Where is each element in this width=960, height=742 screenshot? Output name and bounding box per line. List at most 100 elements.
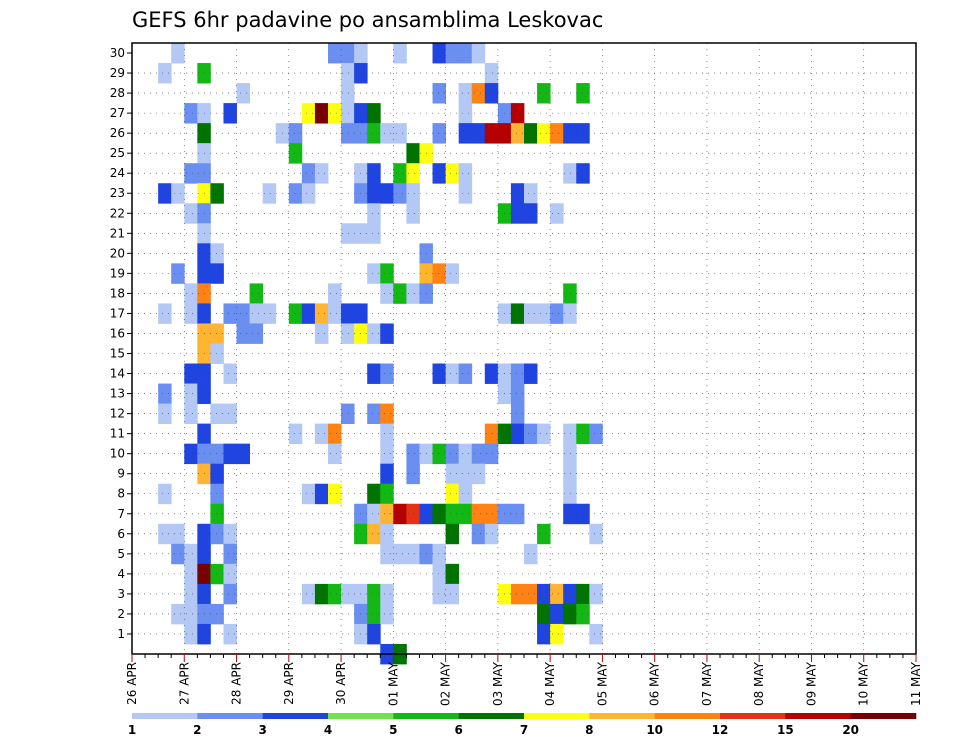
heatmap-cell: [563, 583, 577, 605]
heatmap-cell: [524, 303, 538, 324]
heatmap-cell: [524, 543, 538, 565]
heatmap-cell: [367, 523, 381, 545]
heatmap-cell: [184, 103, 198, 124]
heatmap-cell: [458, 463, 473, 485]
heatmap-cell: [432, 363, 446, 384]
heatmap-cell: [210, 263, 224, 284]
heatmap-cell: [458, 483, 473, 505]
heatmap-cell: [537, 423, 551, 445]
heatmap-cell: [445, 483, 460, 505]
x-tick-label: 29 APR: [282, 662, 296, 705]
heatmap-cell: [341, 303, 355, 324]
heatmap-cell: [471, 123, 486, 144]
heatmap-cell: [458, 363, 473, 384]
heatmap-cell: [341, 323, 355, 344]
legend-swatch: [785, 713, 851, 719]
heatmap-cell: [432, 563, 446, 585]
heatmap-cell: [249, 323, 264, 344]
heatmap-cell: [171, 183, 185, 204]
y-tick-label: 13: [110, 387, 125, 401]
heatmap-cell: [184, 363, 198, 384]
heatmap-cell: [589, 623, 603, 645]
heatmap-cell: [550, 123, 564, 144]
legend-label: 8: [585, 723, 593, 737]
heatmap-cell: [445, 463, 460, 485]
heatmap-cell: [510, 423, 525, 445]
heatmap-cell: [210, 523, 224, 545]
heatmap-cell: [445, 363, 460, 384]
heatmap-cell: [471, 523, 486, 545]
y-tick-label: 9: [117, 467, 125, 481]
heatmap-cell: [367, 583, 381, 605]
heatmap-cell: [380, 423, 394, 445]
heatmap-cell: [484, 123, 499, 144]
heatmap-cell: [210, 343, 224, 364]
heatmap-cell: [367, 403, 381, 425]
heatmap-cell: [223, 623, 237, 645]
heatmap-cell: [537, 603, 551, 625]
heatmap-cell: [458, 183, 473, 204]
heatmap-cell: [288, 303, 303, 324]
heatmap-cell: [223, 103, 237, 124]
heatmap-cell: [288, 183, 303, 204]
heatmap-cell: [380, 183, 394, 204]
legend-swatch: [262, 713, 329, 719]
heatmap-cell: [367, 363, 381, 384]
heatmap-cell: [563, 603, 577, 625]
heatmap-cell: [236, 443, 250, 465]
heatmap-cell: [158, 383, 172, 404]
heatmap-cell: [445, 163, 460, 184]
heatmap-cell: [367, 123, 381, 144]
y-tick-label: 10: [110, 447, 125, 461]
heatmap-cell: [341, 123, 355, 144]
heatmap-cell: [301, 103, 316, 124]
heatmap-cell: [367, 263, 381, 284]
legend-swatch: [132, 713, 198, 719]
heatmap-cell: [158, 183, 172, 204]
heatmap-cell: [406, 503, 420, 525]
heatmap-cell: [380, 363, 394, 384]
heatmap-cell: [393, 283, 407, 304]
heatmap-cell: [367, 103, 381, 124]
heatmap-cell: [563, 463, 577, 485]
y-tick-label: 17: [110, 306, 125, 320]
heatmap-cell: [184, 203, 198, 224]
heatmap-cell: [537, 523, 551, 545]
y-tick-label: 30: [110, 46, 125, 60]
x-tick-label: 11 MAY: [909, 661, 923, 706]
heatmap-cell: [314, 103, 329, 124]
heatmap-cell: [393, 543, 407, 565]
heatmap-cell: [328, 423, 342, 445]
heatmap-cell: [380, 503, 394, 525]
heatmap-cell: [158, 303, 172, 324]
y-tick-label: 6: [117, 527, 125, 541]
heatmap-cell: [184, 303, 198, 324]
y-tick-label: 26: [110, 126, 125, 140]
heatmap-cell: [367, 603, 381, 625]
heatmap-cell: [471, 463, 486, 485]
heatmap-cell: [589, 523, 603, 545]
heatmap-cell: [393, 183, 407, 204]
heatmap-cell: [524, 363, 538, 384]
heatmap-cell: [380, 523, 394, 545]
heatmap-cell: [367, 223, 381, 244]
heatmap-cell: [341, 403, 355, 425]
heatmap-cell: [393, 163, 407, 184]
heatmap-cell: [458, 43, 473, 64]
heatmap-cell: [210, 463, 224, 485]
heatmap-cell: [301, 303, 316, 324]
heatmap-cell: [576, 603, 590, 625]
heatmap-cell: [550, 623, 564, 645]
heatmap-cell: [432, 43, 446, 64]
legend-label: 4: [324, 723, 332, 737]
heatmap-cell: [301, 483, 316, 505]
y-tick-label: 3: [117, 587, 125, 601]
heatmap-cell: [471, 503, 486, 525]
heatmap-cell: [510, 303, 525, 324]
heatmap-cell: [210, 323, 224, 344]
heatmap-cell: [314, 423, 329, 445]
heatmap-cell: [510, 583, 525, 605]
heatmap-cell: [510, 123, 525, 144]
heatmap-cell: [458, 163, 473, 184]
heatmap-cell: [484, 63, 499, 84]
